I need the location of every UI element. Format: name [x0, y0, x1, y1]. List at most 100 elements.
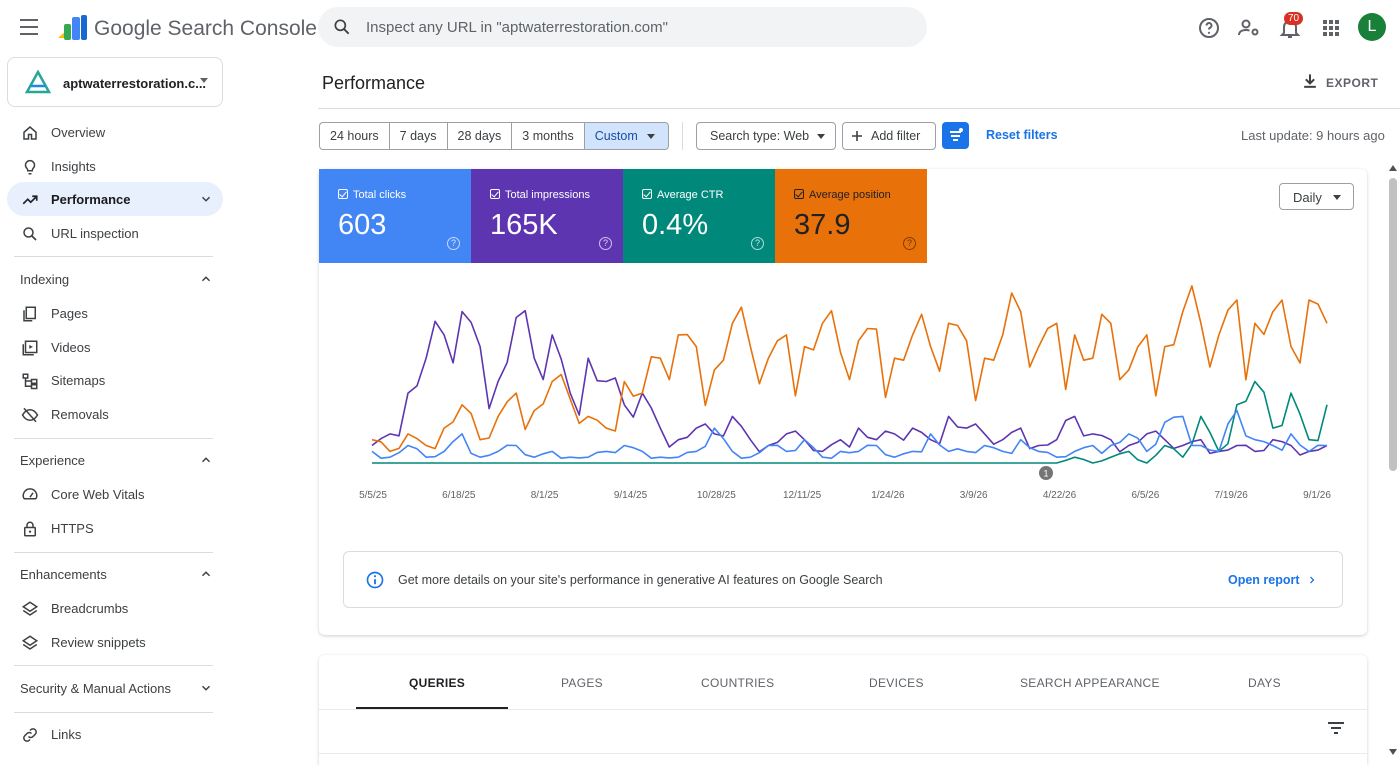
filter-list-icon	[950, 128, 963, 141]
filter-rows-icon[interactable]	[1327, 721, 1345, 735]
sidebar-item-links[interactable]: Links	[7, 717, 223, 751]
section-security[interactable]: Security & Manual Actions	[7, 671, 223, 705]
menu-icon[interactable]	[18, 14, 42, 40]
sidebar-item-https[interactable]: HTTPS	[7, 511, 223, 545]
sidebar-item-label: Insights	[51, 159, 96, 174]
reset-filters-link[interactable]: Reset filters	[986, 128, 1058, 142]
tab-pages[interactable]: PAGES	[561, 676, 603, 690]
metric-total-impressions[interactable]: Total impressions 165K ?	[471, 169, 623, 263]
dimension-tabs-card	[319, 655, 1367, 765]
section-experience[interactable]: Experience	[7, 443, 223, 477]
range-28-days-button[interactable]: 28 days	[446, 122, 512, 150]
section-enhancements[interactable]: Enhancements	[7, 557, 223, 591]
range-7-days-button[interactable]: 7 days	[388, 122, 447, 150]
x-tick-label: 8/1/25	[531, 490, 559, 501]
chevron-right-icon	[1310, 576, 1315, 584]
account-avatar[interactable]: L	[1358, 13, 1386, 41]
lock-icon	[24, 521, 36, 537]
metric-label: Total impressions	[505, 189, 590, 201]
sidebar-item-label: URL inspection	[51, 226, 139, 241]
open-report-link[interactable]: Open report	[1228, 573, 1300, 587]
series-line-2	[372, 380, 1328, 464]
sidebar-item-overview[interactable]: Overview	[7, 115, 223, 149]
last-update-text: Last update: 9 hours ago	[1241, 128, 1385, 143]
sidebar-item-core-web-vitals[interactable]: Core Web Vitals	[7, 477, 223, 511]
tab-countries[interactable]: COUNTRIES	[701, 676, 775, 690]
lightbulb-icon	[24, 159, 36, 175]
sidebar-item-insights[interactable]: Insights	[7, 149, 223, 183]
performance-line-chart: 5/5/25 6/18/25 8/1/25 9/14/25 10/28/25 12/11/…	[359, 285, 1331, 501]
tab-devices[interactable]: DEVICES	[869, 676, 924, 690]
user-settings-icon[interactable]	[1237, 16, 1261, 40]
sidebar-item-breadcrumbs[interactable]: Breadcrumbs	[7, 591, 223, 625]
add-filter-button[interactable]: Add filter	[842, 122, 936, 150]
plus-icon	[852, 131, 862, 141]
metric-value: 37.9	[794, 209, 851, 241]
tab-search-appearance[interactable]: SEARCH APPEARANCE	[1020, 676, 1160, 690]
section-title: Security & Manual Actions	[20, 681, 172, 696]
apps-grid-icon[interactable]	[1319, 16, 1343, 40]
series-line-3	[371, 285, 1328, 453]
video-icon	[22, 340, 38, 356]
page-title: Performance	[322, 73, 426, 93]
metric-average-ctr[interactable]: Average CTR 0.4% ?	[623, 169, 775, 263]
help-icon[interactable]: ?	[447, 237, 460, 250]
annotation-marker[interactable]	[1039, 466, 1053, 480]
chevron-up-icon	[201, 276, 211, 282]
range-custom-button[interactable]: Custom	[583, 122, 669, 150]
chevron-down-icon	[200, 78, 208, 83]
scroll-down-arrow[interactable]	[1389, 749, 1397, 755]
visibility-off-icon	[21, 407, 39, 423]
help-icon[interactable]: ?	[751, 237, 764, 250]
range-3-months-button[interactable]: 3 months	[511, 122, 584, 150]
page-scrollbar[interactable]	[1386, 163, 1400, 759]
sidebar-item-label: Overview	[51, 125, 106, 140]
filter-options-button[interactable]	[942, 122, 969, 149]
header-divider	[318, 108, 1400, 109]
sidebar-item-label: Core Web Vitals	[51, 487, 145, 502]
search-icon	[23, 227, 37, 241]
x-tick-label: 5/5/25	[359, 490, 387, 501]
section-title: Experience	[20, 453, 86, 468]
sidebar-divider	[14, 712, 213, 713]
section-indexing[interactable]: Indexing	[7, 262, 223, 296]
trending-up-icon	[22, 195, 38, 205]
help-icon[interactable]: ?	[599, 237, 612, 250]
metric-value: 0.4%	[642, 209, 709, 241]
search-type-filter[interactable]: Search type: Web	[696, 122, 836, 150]
url-inspect-input[interactable]	[366, 7, 906, 47]
property-selector[interactable]: aptwaterrestoration.c...	[7, 57, 223, 107]
sidebar-item-review-snippets[interactable]: Review snippets	[7, 625, 223, 659]
layers-icon	[21, 601, 39, 616]
metric-value: 165K	[490, 209, 558, 241]
help-icon[interactable]: ?	[903, 237, 916, 250]
pages-icon	[23, 306, 36, 322]
sitemap-icon	[22, 373, 38, 390]
sidebar-divider	[14, 256, 213, 257]
sidebar-item-removals[interactable]: Removals	[7, 397, 223, 431]
url-inspect-search[interactable]	[318, 7, 927, 47]
property-name: aptwaterrestoration.c...	[63, 76, 207, 91]
x-tick-label: 1/24/26	[871, 490, 905, 501]
scroll-thumb[interactable]	[1389, 178, 1397, 471]
metric-total-clicks[interactable]: Total clicks 603 ?	[319, 169, 471, 263]
tab-queries[interactable]: QUERIES	[409, 676, 466, 690]
table-divider	[319, 753, 1367, 754]
sidebar-item-pages[interactable]: Pages	[7, 296, 223, 330]
scroll-up-arrow[interactable]	[1389, 165, 1397, 171]
range-24-hours-button[interactable]: 24 hours	[319, 122, 389, 150]
x-tick-label: 9/1/26	[1303, 490, 1331, 501]
sidebar-item-videos[interactable]: Videos	[7, 330, 223, 364]
sidebar-item-sitemaps[interactable]: Sitemaps	[7, 363, 223, 397]
app-brand: Google Search Console	[94, 17, 317, 40]
section-title: Indexing	[20, 272, 70, 287]
speed-gauge-icon	[22, 488, 38, 500]
tab-days[interactable]: DAYS	[1248, 676, 1281, 690]
sidebar-item-performance[interactable]: Performance	[7, 182, 223, 216]
chevron-down-icon	[201, 685, 211, 691]
sidebar-item-url-inspection[interactable]: URL inspection	[7, 216, 223, 250]
metric-average-position[interactable]: Average position 37.9 ?	[775, 169, 927, 263]
help-icon[interactable]	[1197, 16, 1221, 40]
chevron-down-icon	[817, 134, 825, 139]
granularity-select[interactable]: Daily	[1279, 183, 1354, 210]
